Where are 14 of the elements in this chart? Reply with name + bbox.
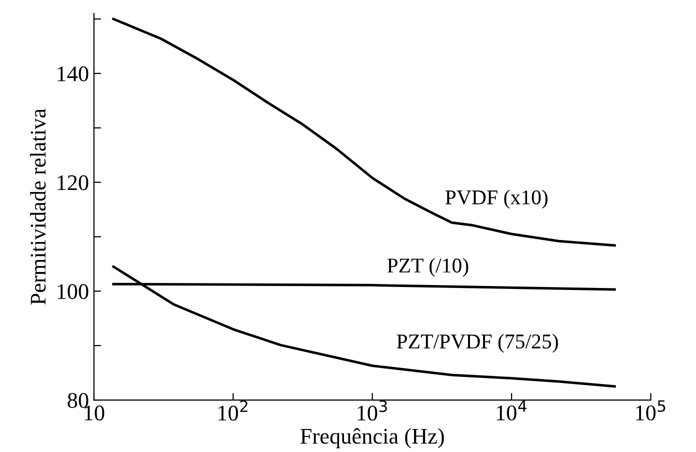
x-tick-label: 10$^{5}$ <box>636 400 666 420</box>
y-tick-label: 140 <box>58 66 88 82</box>
y-tick-label: 120 <box>58 175 88 190</box>
x-tick-label: 10 <box>84 406 104 421</box>
y-axis-title: Permitividade relativa <box>30 108 46 305</box>
series-label: PZT/PVDF (75/25) <box>396 334 558 353</box>
x-axis-title: Frequência (Hz) <box>300 428 444 448</box>
y-tick-label: 80 <box>68 392 88 408</box>
series-label: PZT (/10) <box>387 258 468 277</box>
x-tick-label: 10$^{3}$ <box>358 400 387 421</box>
x-tick-label: 10$^{4}$ <box>496 400 526 420</box>
y-tick-label: 100 <box>58 284 88 300</box>
series-label: PVDF (x10) <box>445 190 548 209</box>
x-tick-label: 10$^{2}$ <box>218 400 248 421</box>
